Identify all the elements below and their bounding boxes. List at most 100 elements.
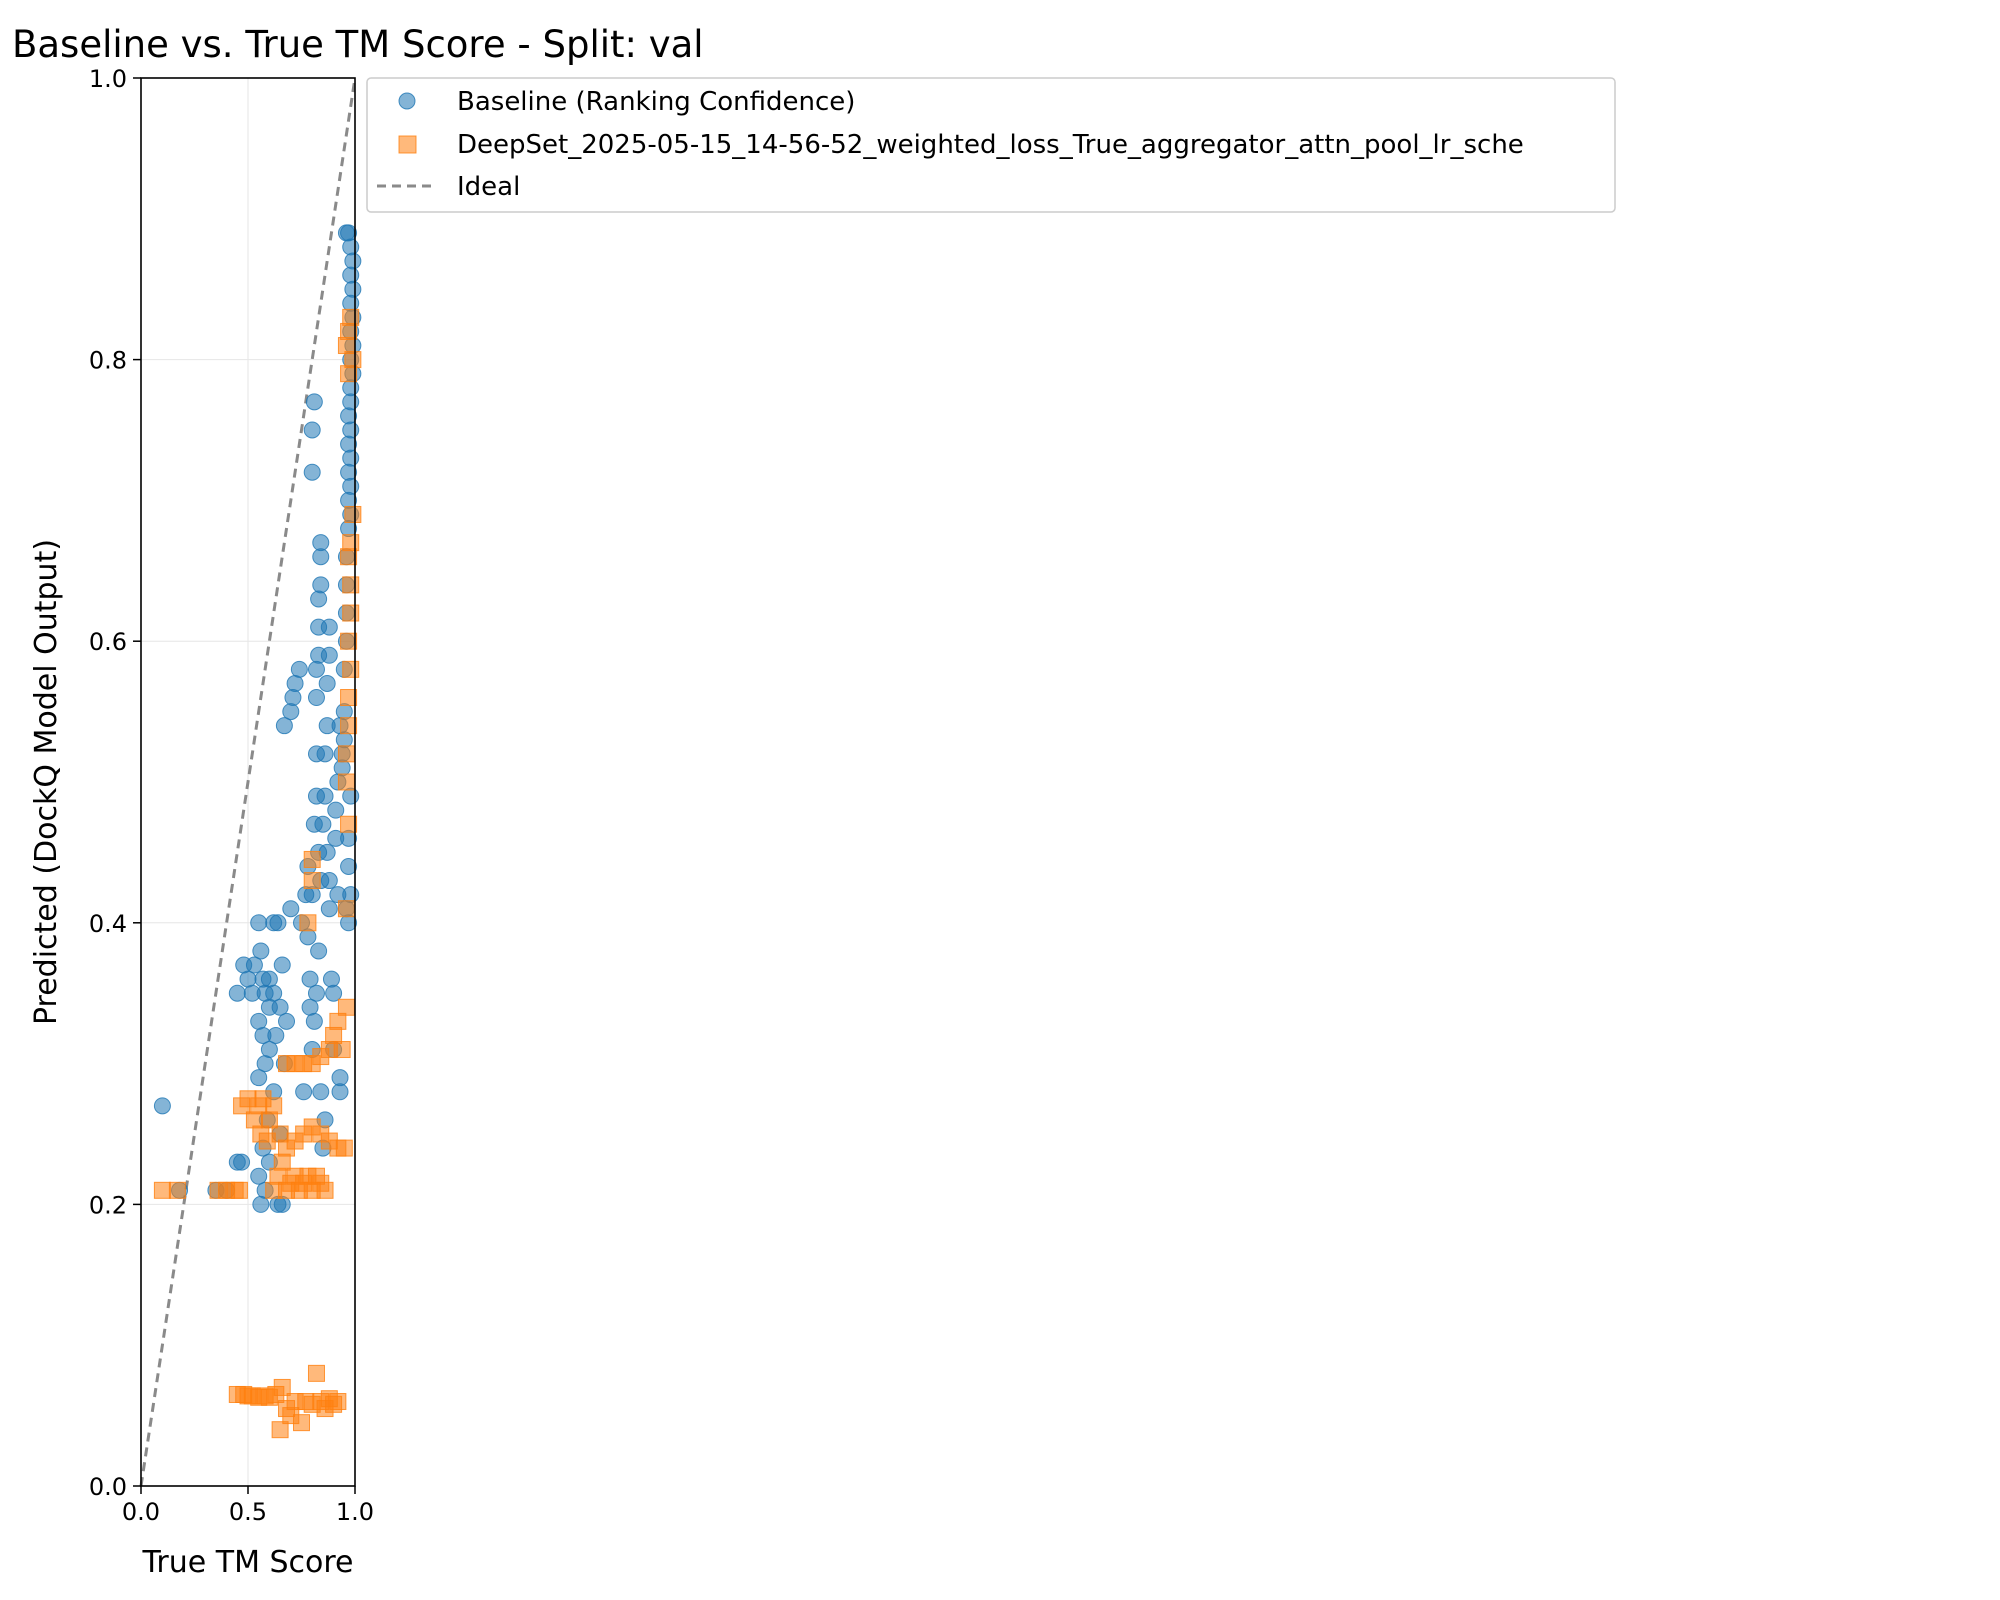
baseline-point bbox=[307, 660, 325, 678]
baseline-point bbox=[250, 1069, 268, 1087]
baseline-point bbox=[271, 998, 289, 1016]
y-axis-label: Predicted (DockQ Model Output) bbox=[29, 539, 64, 1025]
y-tick-label: 0.2 bbox=[89, 1191, 127, 1219]
baseline-point bbox=[286, 674, 304, 692]
deepset-point bbox=[340, 815, 358, 833]
baseline-point bbox=[301, 970, 319, 988]
baseline-point bbox=[342, 421, 360, 439]
x-axis-label: True TM Score bbox=[141, 1545, 353, 1580]
deepset-point bbox=[303, 850, 321, 868]
baseline-point bbox=[269, 914, 287, 932]
baseline-point bbox=[325, 984, 343, 1002]
baseline-point bbox=[340, 435, 358, 453]
baseline-point bbox=[250, 1012, 268, 1030]
chart-title: Baseline vs. True TM Score - Split: val bbox=[12, 23, 704, 66]
baseline-point bbox=[342, 238, 360, 256]
deepset-point bbox=[337, 745, 355, 763]
ticks: 0.0 0.5 1.0 0.0 0.2 0.4 0.6 0.8 1.0 bbox=[89, 65, 374, 1526]
baseline-point bbox=[318, 843, 336, 861]
deepset-point bbox=[168, 1181, 186, 1199]
baseline-point bbox=[250, 1167, 268, 1185]
deepset-point bbox=[342, 534, 360, 552]
baseline-point bbox=[320, 872, 338, 890]
x-tick-label: 0.5 bbox=[229, 1498, 267, 1526]
deepset-point bbox=[342, 308, 360, 326]
legend-box bbox=[366, 77, 1616, 213]
legend: Baseline (Ranking Confidence) DeepSet_20… bbox=[366, 77, 1616, 213]
baseline-point bbox=[267, 1026, 285, 1044]
legend-label-baseline: Baseline (Ranking Confidence) bbox=[457, 87, 855, 117]
deepset-point bbox=[342, 576, 360, 594]
deepset-point bbox=[307, 1364, 325, 1382]
baseline-point bbox=[260, 1041, 278, 1059]
baseline-point bbox=[310, 942, 328, 960]
baseline-point bbox=[256, 1055, 274, 1073]
y-tick-label: 0.0 bbox=[89, 1473, 127, 1501]
deepset-point bbox=[299, 914, 317, 932]
baseline-point bbox=[284, 689, 302, 707]
baseline-point bbox=[307, 689, 325, 707]
scatter-points bbox=[153, 224, 362, 1439]
deepset-point bbox=[273, 1378, 291, 1396]
baseline-point bbox=[320, 646, 338, 664]
legend-label-ideal: Ideal bbox=[457, 172, 520, 202]
baseline-point bbox=[316, 745, 334, 763]
baseline-point bbox=[290, 660, 308, 678]
baseline-point bbox=[331, 1083, 349, 1101]
baseline-point bbox=[342, 477, 360, 495]
baseline-point bbox=[312, 1083, 330, 1101]
baseline-point bbox=[340, 407, 358, 425]
baseline-point bbox=[320, 618, 338, 636]
deepset-point bbox=[329, 1012, 347, 1030]
deepset-point bbox=[340, 717, 358, 735]
deepset-point bbox=[153, 1181, 171, 1199]
baseline-point bbox=[275, 717, 293, 735]
baseline-point bbox=[245, 956, 263, 974]
baseline-point bbox=[305, 393, 323, 411]
baseline-point bbox=[310, 590, 328, 608]
deepset-point bbox=[340, 689, 358, 707]
deepset-point bbox=[340, 632, 358, 650]
baseline-point bbox=[282, 703, 300, 721]
ideal-line bbox=[139, 77, 357, 1487]
deepset-point bbox=[340, 365, 358, 383]
deepset-point bbox=[337, 998, 355, 1016]
y-tick-label: 0.4 bbox=[89, 910, 127, 938]
deepset-point bbox=[265, 1097, 283, 1115]
baseline-point bbox=[228, 984, 246, 1002]
baseline-point bbox=[305, 1012, 323, 1030]
baseline-point bbox=[316, 787, 334, 805]
y-tick-label: 0.8 bbox=[89, 347, 127, 375]
baseline-point bbox=[342, 393, 360, 411]
baseline-point bbox=[239, 970, 257, 988]
baseline-point bbox=[337, 224, 355, 242]
baseline-point bbox=[312, 534, 330, 552]
y-tick-label: 1.0 bbox=[89, 65, 127, 93]
deepset-point bbox=[230, 1181, 248, 1199]
legend-marker-deepset bbox=[398, 135, 417, 154]
ideal-series bbox=[139, 77, 357, 1487]
deepset-point bbox=[337, 900, 355, 918]
deepset-point bbox=[303, 872, 321, 890]
baseline-point bbox=[340, 463, 358, 481]
deepset-point bbox=[293, 1414, 310, 1432]
baseline-point bbox=[295, 1083, 313, 1101]
x-tick-label: 0.0 bbox=[122, 1498, 160, 1526]
baseline-point bbox=[303, 463, 321, 481]
deepset-point bbox=[335, 1139, 353, 1157]
baseline-point bbox=[344, 252, 362, 270]
baseline-point bbox=[273, 956, 291, 974]
deepset-point bbox=[344, 505, 362, 523]
baseline-point bbox=[250, 914, 268, 932]
baseline-point bbox=[312, 576, 330, 594]
baseline-point bbox=[342, 266, 360, 284]
baseline-point bbox=[314, 815, 332, 833]
deepset-point bbox=[342, 660, 360, 678]
baseline-point bbox=[260, 970, 278, 988]
baseline-point bbox=[278, 1012, 296, 1030]
x-tick-label: 1.0 bbox=[336, 1498, 374, 1526]
deepset-point bbox=[316, 1181, 334, 1199]
baseline-point bbox=[265, 984, 283, 1002]
baseline-point bbox=[252, 942, 270, 960]
